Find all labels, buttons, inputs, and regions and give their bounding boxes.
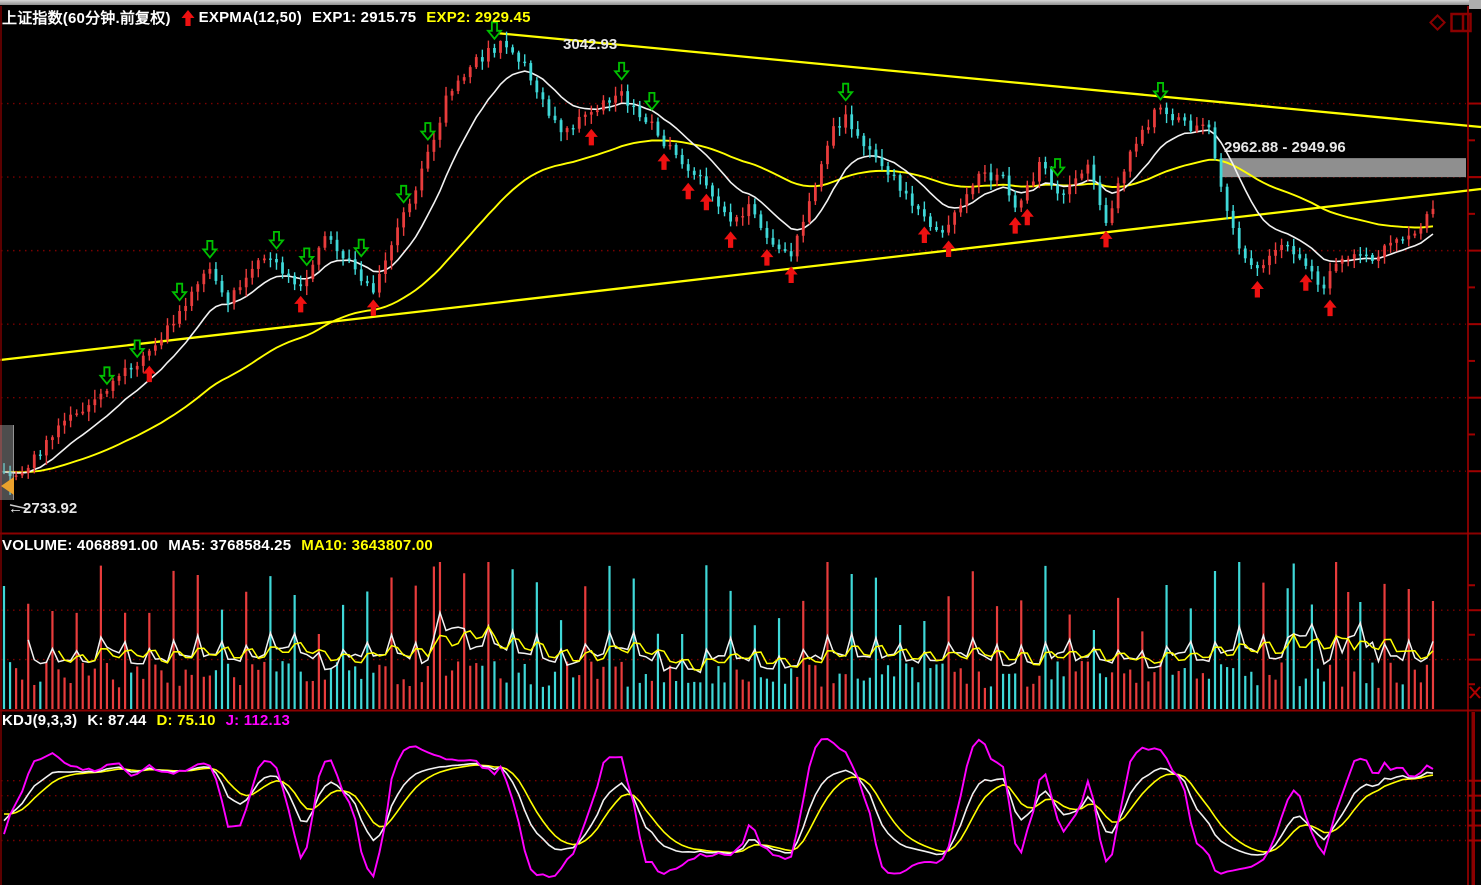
buy-signal-arrow — [1008, 217, 1022, 234]
kdj-j-line — [3, 738, 1434, 879]
exp1-value[interactable]: EXP1: 2915.75 — [311, 9, 417, 26]
kdj-panel — [1, 738, 1466, 879]
buy-signal-arrow — [584, 128, 598, 146]
gap-zone-box — [1222, 158, 1466, 178]
sell-signal-arrow — [1152, 82, 1169, 101]
sell-signal-arrow — [98, 366, 116, 386]
sell-signal-arrow — [643, 91, 661, 111]
buy-signal-arrow — [142, 365, 156, 383]
kdj-j-value[interactable]: J: 112.13 — [225, 712, 290, 729]
main-chart-header: 上证指数(60分钟.前复权) EXPMA(12,50) EXP1: 2915.7… — [2, 7, 531, 28]
sell-signal-arrow — [419, 122, 437, 141]
price-panel — [0, 21, 1481, 495]
buy-signal-arrow — [784, 266, 798, 284]
gap-range-label: 2962.88 - 2949.96 — [1224, 139, 1346, 156]
kdj-header: KDJ(9,3,3) K: 87.44 D: 75.10 J: 112.13 — [2, 712, 290, 729]
buy-signal-arrow — [1020, 208, 1034, 226]
sell-signal-arrow — [171, 282, 188, 302]
exp2-value[interactable]: EXP2: 2929.45 — [426, 9, 531, 26]
volume-value[interactable]: VOLUME: 4068891.00 — [2, 537, 159, 554]
trendline-2 — [495, 31, 1481, 129]
volume-ma5-line — [27, 609, 1434, 674]
chart-frame — [0, 6, 1481, 885]
diamond-icon[interactable] — [1428, 13, 1447, 37]
close-indicator-icon[interactable] — [1468, 685, 1481, 705]
buy-signal-arrow — [294, 295, 308, 313]
kdj-k-line — [3, 762, 1434, 856]
volume-panel — [1, 562, 1466, 709]
sell-signal-arrow — [486, 21, 503, 41]
sell-signal-arrow — [395, 184, 413, 204]
indicator-name[interactable]: EXPMA(12,50) — [198, 9, 302, 26]
buy-signal-arrow — [681, 182, 695, 200]
low-price-label: ←2733.92 — [8, 500, 78, 517]
window-titlebar-corner — [1469, 0, 1481, 9]
buy-signal-arrow — [724, 231, 738, 248]
buy-signal-arrow — [917, 226, 931, 243]
buy-signal-arrow — [1299, 274, 1313, 291]
volume-ma5-value[interactable]: MA5: 3768584.25 — [168, 537, 292, 554]
buy-signal-arrow — [942, 240, 956, 257]
sell-signal-arrow — [201, 240, 219, 259]
buy-signal-arrow — [1323, 299, 1337, 317]
buy-signal-arrow — [366, 299, 380, 316]
kdj-k-value[interactable]: K: 87.44 — [87, 712, 147, 729]
exp2-line — [3, 139, 1434, 474]
volume-header: VOLUME: 4068891.00 MA5: 3768584.25 MA10:… — [2, 537, 433, 554]
symbol-title[interactable]: 上证指数(60分钟.前复权) — [2, 10, 171, 27]
buy-signal-arrow — [760, 249, 774, 266]
buy-signal-arrow — [1099, 230, 1113, 248]
peak-price-label: 3042.93 — [563, 36, 618, 53]
sell-signal-arrow — [298, 247, 316, 267]
sell-signal-arrow — [1049, 158, 1066, 177]
sell-signal-arrow — [268, 231, 285, 250]
sell-signal-arrow — [613, 61, 631, 81]
sell-signal-arrow — [352, 238, 370, 258]
sell-signal-arrow — [837, 82, 855, 102]
buy-signal-arrow — [657, 153, 671, 170]
kdj-name[interactable]: KDJ(9,3,3) — [2, 712, 78, 729]
header-buy-arrow-icon — [181, 9, 195, 26]
exp1-line — [3, 70, 1434, 474]
volume-ma10-value[interactable]: MA10: 3643807.00 — [301, 537, 433, 554]
split-window-icon[interactable] — [1450, 12, 1472, 38]
trendline-anchor-icon[interactable] — [1, 477, 14, 495]
buy-signal-arrow — [699, 193, 713, 211]
buy-signal-arrow — [1250, 281, 1264, 298]
kdj-d-value[interactable]: D: 75.10 — [156, 712, 216, 729]
sell-signal-arrow — [128, 339, 146, 359]
window-titlebar-strip — [0, 0, 1481, 5]
volume-ma10-line — [57, 625, 1434, 671]
